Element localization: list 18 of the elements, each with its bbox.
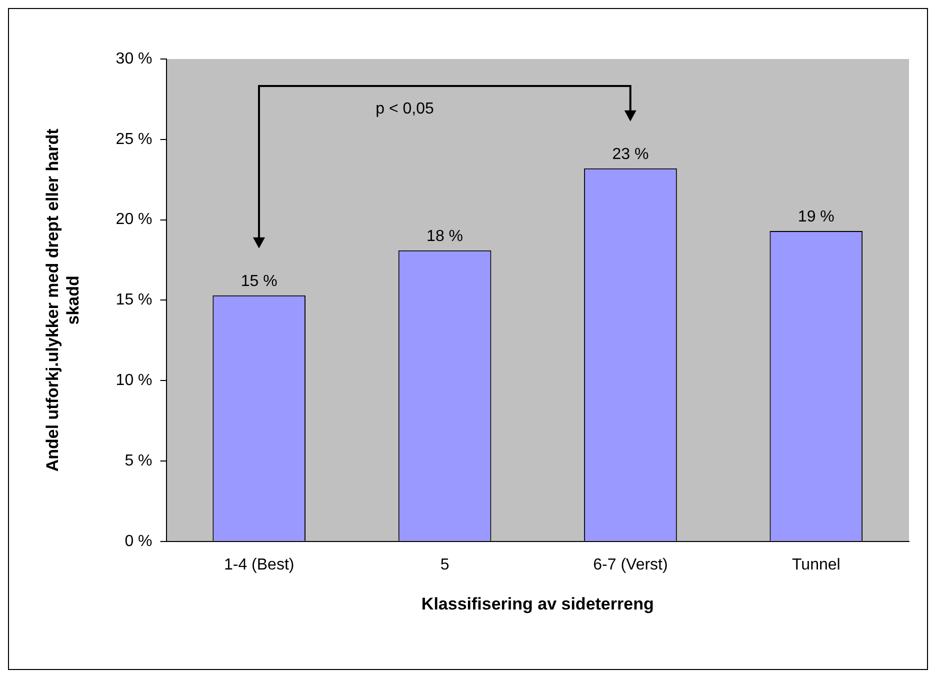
data-label: 23 %	[612, 146, 649, 163]
data-label: 15 %	[240, 272, 278, 290]
x-tick-label: 1-4 (Best)	[224, 556, 294, 574]
y-tick-label: 0 %	[124, 532, 152, 550]
y-tick-label: 5 %	[124, 452, 152, 470]
y-tick-label: 20 %	[116, 211, 152, 228]
data-label: 19 %	[798, 208, 834, 226]
x-axis-title: Klassifisering av sideterreng	[421, 594, 654, 614]
y-tick-label: 15 %	[116, 292, 152, 309]
y-tick-label: 30 %	[116, 50, 152, 68]
data-label: 18 %	[426, 228, 464, 245]
annotation: p < 0,05	[376, 100, 434, 118]
y-tick-label: 25 %	[116, 130, 152, 148]
y-tick-label: 10 %	[116, 372, 152, 390]
x-tick-label: Tunnel	[792, 556, 840, 574]
x-tick-label: 6-7 (Verst)	[593, 556, 668, 574]
x-tick-label: 5	[440, 556, 450, 574]
y-axis-title: Andel utforkj.ulykker med drept eller hardt skadd	[42, 128, 82, 472]
